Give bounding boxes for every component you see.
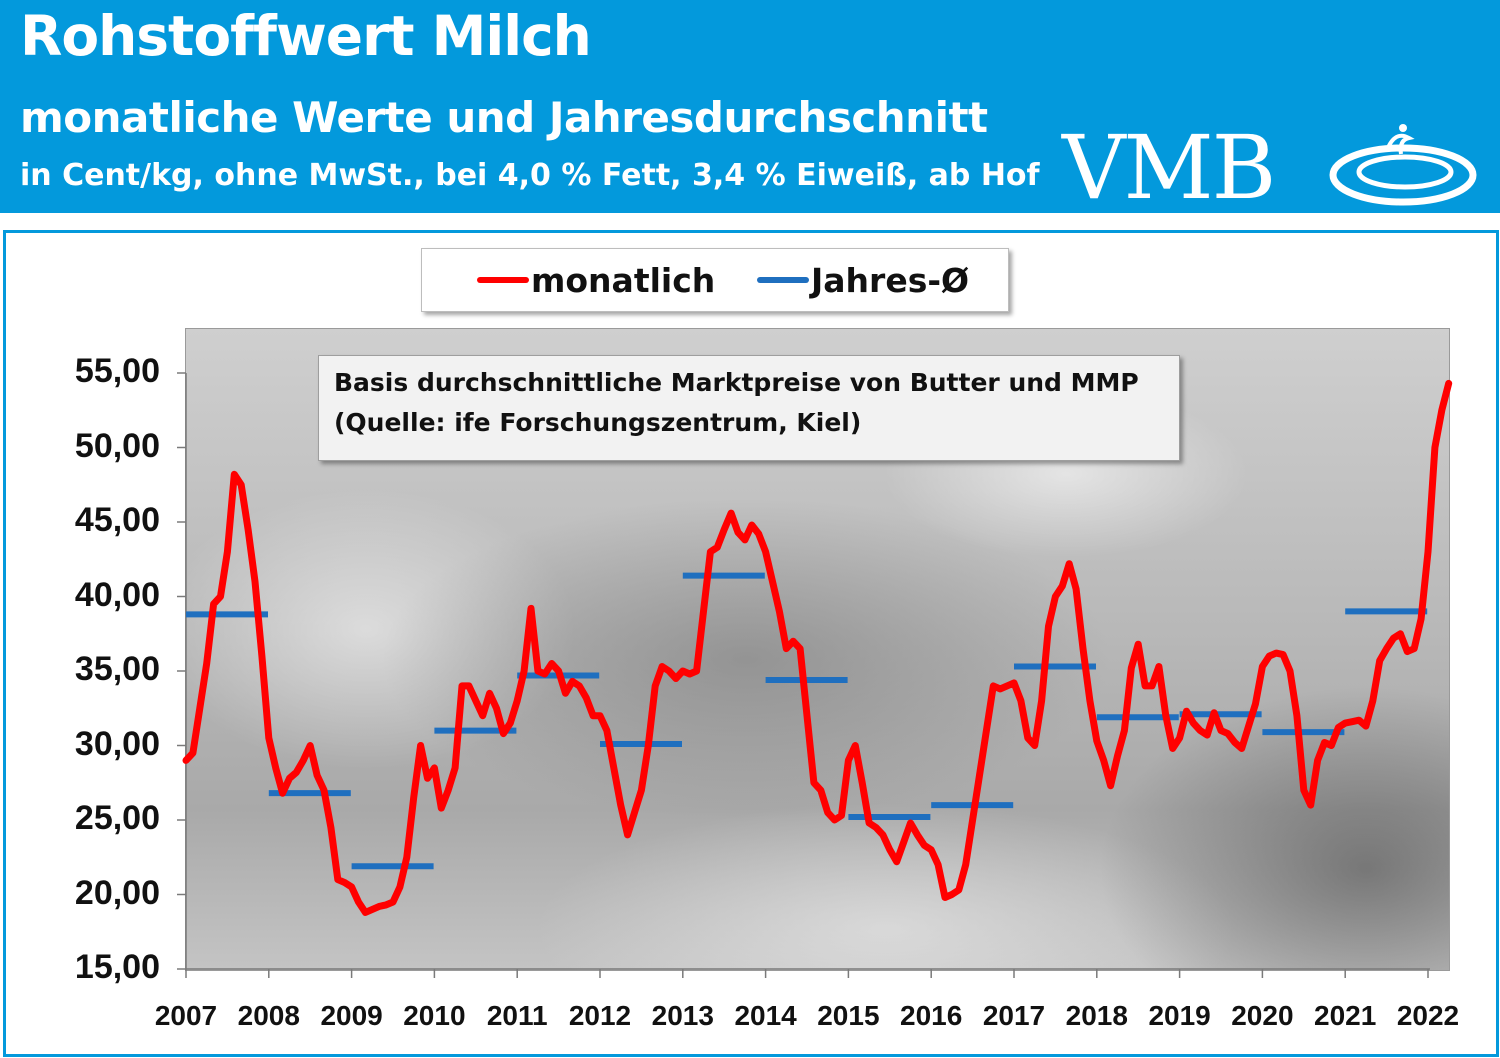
x-tick-label: 2014 [734, 1000, 797, 1031]
x-tick-label: 2019 [1148, 1000, 1211, 1031]
vmb-logo-text: VMB [1062, 116, 1276, 219]
y-tick-label: 35,00 [74, 650, 160, 688]
source-note: Basis durchschnittliche Marktpreise von … [318, 355, 1180, 461]
x-tick-label: 2020 [1231, 1000, 1294, 1031]
x-tick-label: 2009 [320, 1000, 383, 1031]
x-tick-label: 2018 [1065, 1000, 1128, 1031]
header-banner: Rohstoffwert Milch monatliche Werte und … [0, 0, 1500, 213]
y-tick-label: 20,00 [74, 873, 160, 912]
axes [177, 372, 1430, 978]
x-tick-label: 2013 [651, 1000, 714, 1031]
x-tick-label: 2007 [154, 1000, 218, 1031]
page-subtitle: monatliche Werte und Jahresdurchschnitt [20, 93, 988, 142]
y-tick-label: 50,00 [74, 426, 160, 465]
x-tick-label: 2022 [1396, 1000, 1460, 1031]
x-tick-label: 2016 [900, 1000, 963, 1031]
x-tick-label: 2010 [403, 1000, 466, 1031]
x-tick-label: 2015 [817, 1000, 880, 1031]
legend-label-monatlich: monatlich [531, 260, 716, 300]
monthly-series-line [182, 379, 1453, 916]
vmb-logo-mark [1329, 124, 1477, 206]
y-tick-label: 25,00 [74, 799, 160, 837]
x-tick-label: 2012 [568, 1000, 632, 1031]
y-tick-label: 45,00 [74, 501, 160, 539]
source-note-line2: (Quelle: ife Forschungszentrum, Kiel) [334, 408, 862, 437]
y-tick-label: 15,00 [74, 948, 160, 986]
y-tick-label: 55,00 [74, 352, 160, 390]
legend-swatch-monatlich [477, 277, 529, 283]
x-tick-label: 2021 [1314, 1000, 1377, 1031]
y-tick-label: 30,00 [74, 724, 160, 763]
chart-legend: monatlich Jahres-Ø [421, 248, 1009, 312]
x-tick-label: 2011 [486, 1000, 548, 1031]
page-title: Rohstoffwert Milch [20, 4, 592, 68]
legend-swatch-jahresdurchschnitt [757, 277, 809, 283]
x-tick-label: 2017 [982, 1000, 1046, 1031]
source-note-line1: Basis durchschnittliche Marktpreise von … [334, 368, 1139, 397]
unit-description: in Cent/kg, ohne MwSt., bei 4,0 % Fett, … [20, 158, 1040, 193]
legend-item-monatlich: monatlich [477, 260, 716, 300]
y-tick-label: 40,00 [74, 575, 160, 614]
x-tick-label: 2008 [237, 1000, 300, 1031]
legend-label-jahresdurchschnitt: Jahres-Ø [811, 260, 970, 300]
legend-item-jahresdurchschnitt: Jahres-Ø [757, 260, 970, 300]
